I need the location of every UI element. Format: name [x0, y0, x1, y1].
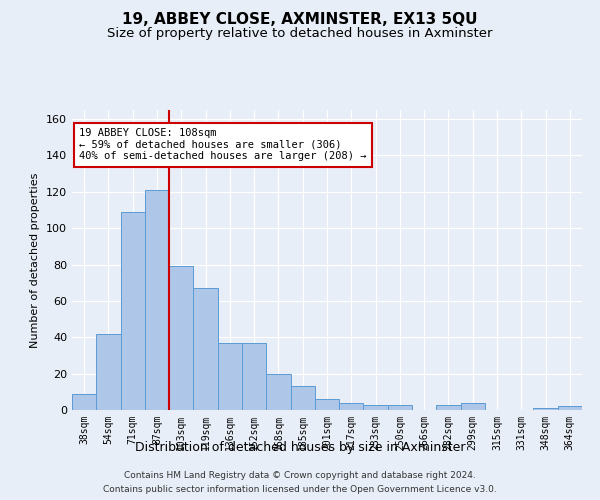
Text: Contains public sector information licensed under the Open Government Licence v3: Contains public sector information licen…: [103, 484, 497, 494]
Bar: [218, 342, 242, 410]
Text: 19 ABBEY CLOSE: 108sqm
← 59% of detached houses are smaller (306)
40% of semi-de: 19 ABBEY CLOSE: 108sqm ← 59% of detached…: [79, 128, 367, 162]
Bar: [364, 404, 388, 410]
Bar: [145, 190, 169, 410]
Text: Distribution of detached houses by size in Axminster: Distribution of detached houses by size …: [135, 441, 465, 454]
Bar: [169, 266, 193, 410]
Text: Size of property relative to detached houses in Axminster: Size of property relative to detached ho…: [107, 28, 493, 40]
Bar: [72, 394, 96, 410]
Bar: [121, 212, 145, 410]
Bar: [533, 408, 558, 410]
Bar: [436, 404, 461, 410]
Text: Contains HM Land Registry data © Crown copyright and database right 2024.: Contains HM Land Registry data © Crown c…: [124, 472, 476, 480]
Bar: [388, 404, 412, 410]
Text: 19, ABBEY CLOSE, AXMINSTER, EX13 5QU: 19, ABBEY CLOSE, AXMINSTER, EX13 5QU: [122, 12, 478, 28]
Bar: [242, 342, 266, 410]
Bar: [96, 334, 121, 410]
Bar: [266, 374, 290, 410]
Bar: [290, 386, 315, 410]
Y-axis label: Number of detached properties: Number of detached properties: [31, 172, 40, 348]
Bar: [558, 406, 582, 410]
Bar: [461, 402, 485, 410]
Bar: [339, 402, 364, 410]
Bar: [315, 399, 339, 410]
Bar: [193, 288, 218, 410]
